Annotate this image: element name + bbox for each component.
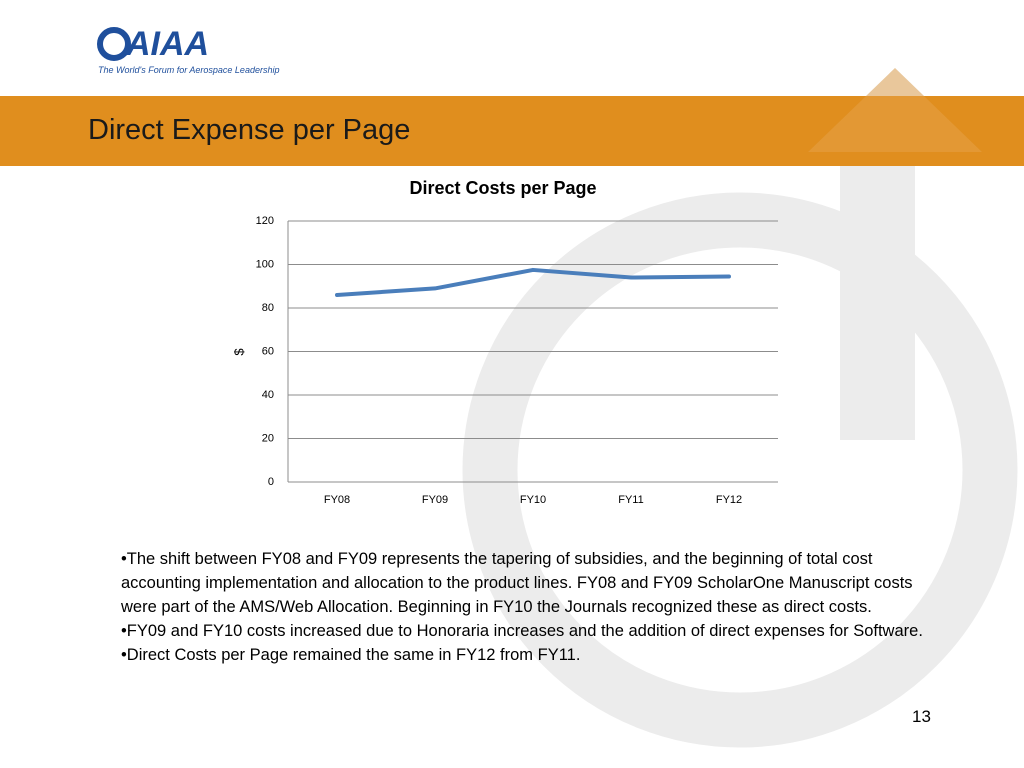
x-tick-label: FY09 xyxy=(422,494,448,506)
chart-title: Direct Costs per Page xyxy=(409,178,596,198)
y-tick-label: 0 xyxy=(268,476,274,488)
y-tick-label: 20 xyxy=(262,432,274,444)
y-tick-label: 100 xyxy=(256,258,274,270)
y-axis-label: $ xyxy=(231,348,246,356)
logo-tagline: The World's Forum for Aerospace Leadersh… xyxy=(98,65,279,75)
x-tick-label: FY10 xyxy=(520,494,546,506)
x-tick-label: FY12 xyxy=(716,494,742,506)
y-tick-label: 120 xyxy=(256,215,274,227)
bullet: •FY09 and FY10 costs increased due to Ho… xyxy=(121,622,923,640)
watermark-ring xyxy=(462,192,1018,748)
chart: Direct Costs per Page $ 0 20 40 60 80 100 120 F… xyxy=(231,178,778,506)
bullet: •Direct Costs per Page remained the same… xyxy=(121,646,581,664)
watermark-shaft xyxy=(840,140,915,440)
bullet-list: •The shift between FY08 and FY09 represe… xyxy=(121,547,951,667)
data-line xyxy=(335,267,731,297)
slide-title: Direct Expense per Page xyxy=(88,114,411,146)
x-tick-label: FY11 xyxy=(618,494,643,506)
logo-name: AIAA xyxy=(125,25,209,63)
page-number: 13 xyxy=(912,707,931,726)
y-tick-label: 80 xyxy=(262,302,274,314)
y-tick-label: 40 xyxy=(262,389,274,401)
bullet: •The shift between FY08 and FY09 represe… xyxy=(121,550,913,616)
watermark-arrow-overlap xyxy=(808,68,982,152)
y-tick-label: 60 xyxy=(262,345,274,357)
x-tick-label: FY08 xyxy=(324,494,350,506)
logo-ring xyxy=(97,27,131,61)
